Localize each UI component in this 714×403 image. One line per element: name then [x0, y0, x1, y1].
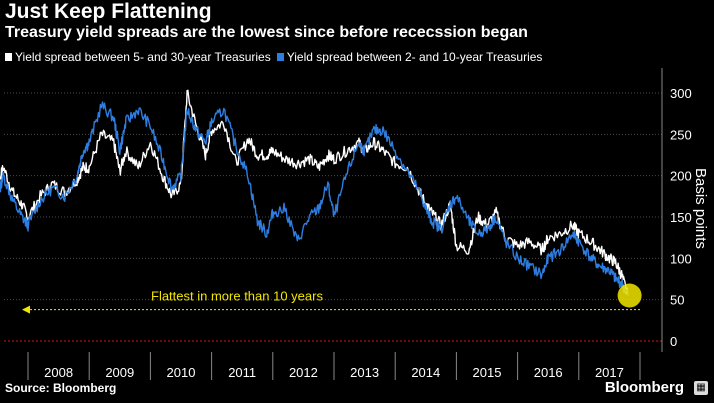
y-tick-label: 300	[670, 86, 692, 101]
x-tick-label: 2009	[105, 365, 134, 380]
y-tick-label: 0	[670, 334, 677, 349]
brand-logo: Bloomberg	[604, 379, 684, 396]
x-tick-label: 2010	[167, 365, 196, 380]
x-tick-label: 2008	[44, 365, 73, 380]
y-axis-label: Basis points	[692, 168, 709, 249]
legend-swatch-5-30	[5, 53, 12, 61]
legend-item-5-30: Yield spread between 5- and 30-year Trea…	[5, 50, 271, 64]
brand-icon: ▦	[694, 381, 708, 395]
x-tick-label: 2014	[411, 365, 440, 380]
x-tick-label: 2016	[534, 365, 563, 380]
x-tick-label: 2011	[228, 365, 256, 380]
y-tick-label: 200	[670, 169, 692, 184]
legend-swatch-2-10	[276, 53, 284, 61]
x-tick-label: 2017	[595, 365, 624, 380]
y-tick-label: 100	[670, 251, 692, 266]
chart-title: Just Keep Flattening	[5, 0, 212, 23]
y-tick-label: 50	[670, 293, 684, 308]
series-line-5-30	[0, 89, 629, 296]
y-tick-label: 250	[670, 127, 692, 142]
series-line-2-10	[0, 101, 629, 296]
highlight-marker	[617, 283, 642, 308]
annotation-arrowhead	[22, 305, 30, 314]
chart-subtitle: Treasury yield spreads are the lowest si…	[5, 24, 528, 41]
source-note: Source: Bloomberg	[5, 381, 117, 395]
legend-label-5-30: Yield spread between 5- and 30-year Trea…	[15, 50, 271, 64]
x-tick-label: 2013	[350, 365, 379, 380]
legend: Yield spread between 5- and 30-year Trea…	[5, 50, 548, 64]
x-tick-label: 2015	[473, 365, 502, 380]
annotation-label: Flattest in more than 10 years	[151, 289, 323, 304]
x-tick-label: 2012	[289, 365, 318, 380]
legend-item-2-10: Yield spread between 2- and 10-year Trea…	[276, 50, 543, 64]
legend-label-2-10: Yield spread between 2- and 10-year Trea…	[286, 50, 543, 64]
y-tick-label: 150	[670, 210, 692, 225]
